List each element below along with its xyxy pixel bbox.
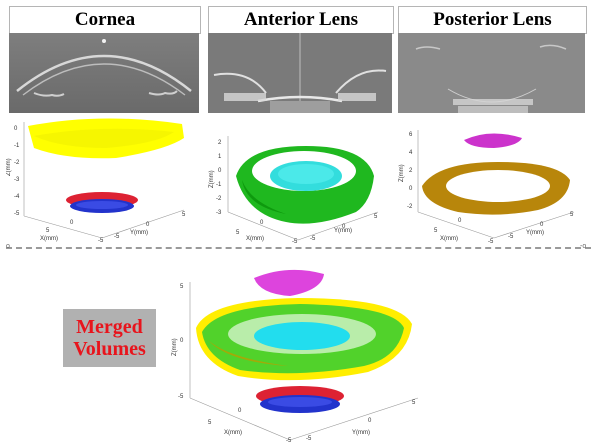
cornea-z-tick-1: -1 [14,143,20,149]
merged-y-tick-5: 5 [412,400,416,406]
anterior-y-tick-minus5: -5 [310,236,316,242]
cornea-x-tick-0: 0 [70,220,74,226]
anterior-y-tick-0: 0 [342,224,346,230]
posterior-z-tick-0: 6 [409,132,413,138]
cornea-z-tick-0: 0 [14,126,18,132]
posterior-z-tick-4: -2 [407,204,413,210]
posterior-z-tick-3: 0 [409,186,413,192]
merged-z-tick-2: -5 [178,394,184,400]
posterior-z-tick-2: 2 [409,168,413,174]
anterior-z-tick-3: -1 [216,182,222,188]
anterior-lens-oct-image [208,33,392,113]
anterior-z-tick-4: -2 [216,196,222,202]
merged-y-tick-0: 0 [368,418,372,424]
separator-right-mark: -o [580,243,587,250]
anterior-x-tick-5: 5 [236,230,240,236]
posterior-x-label: X(mm) [440,236,458,242]
merged-x-tick-0: 0 [238,408,242,414]
cornea-title: Cornea [9,6,201,34]
merged-label-line2: Volumes [73,338,146,360]
merged-x-tick-5: 5 [208,420,212,426]
anterior-z-tick-0: 2 [218,140,222,146]
posterior-z-tick-1: 4 [409,150,413,156]
anterior-z-tick-5: -3 [216,210,222,216]
anterior-x-label: X(mm) [246,236,264,242]
anterior-z-tick-1: 1 [218,154,222,160]
merged-volumes-label-box: Merged Volumes [63,309,156,367]
posterior-lens-title: Posterior Lens [398,6,587,34]
merged-x-label: X(mm) [224,430,242,436]
cornea-y-tick-minus5: -5 [114,234,120,240]
cornea-y-tick-5: 5 [182,212,186,218]
cornea-z-label: Z(mm) [6,158,12,176]
separator-left-mark: o [6,243,10,250]
posterior-z-label: Z(mm) [399,164,405,182]
cornea-y-tick-0: 0 [146,222,150,228]
cornea-z-tick-5: -5 [14,211,20,217]
cornea-y-label: Y(mm) [130,230,148,236]
anterior-lens-3d-plot: 2 1 0 -1 -2 -3 Z(mm) 5 0 -5 X(mm) -5 0 5… [209,136,379,244]
posterior-y-tick-0: 0 [540,222,544,228]
cornea-x-label: X(mm) [40,236,58,242]
posterior-lens-oct-image [398,33,585,113]
posterior-y-label: Y(mm) [526,230,544,236]
anterior-z-label: Z(mm) [209,170,215,188]
section-separator [6,247,591,249]
anterior-x-tick-minus5: -5 [292,239,298,244]
posterior-x-tick-minus5: -5 [488,239,494,244]
cornea-z-tick-2: -2 [14,160,20,166]
cornea-z-tick-4: -4 [14,194,20,200]
anterior-y-label: Y(mm) [334,228,352,234]
posterior-y-tick-5: 5 [570,212,574,218]
merged-z-tick-0: 5 [180,284,184,290]
posterior-x-tick-5: 5 [434,228,438,234]
merged-volumes-3d-plot: 5 0 -5 Z(mm) 5 0 -5 X(mm) -5 0 5 Y(mm) [172,269,419,444]
cornea-x-tick-5: 5 [46,228,50,234]
anterior-lens-title-text: Anterior Lens [243,9,359,30]
posterior-lens-title-text: Posterior Lens [433,9,552,30]
anterior-z-tick-2: 0 [218,168,222,174]
cornea-title-text: Cornea [74,9,136,30]
cornea-3d-plot: 0 -1 -2 -3 -4 -5 Z(mm) 5 0 -5 X(mm) -5 0… [6,118,186,244]
posterior-lens-3d-plot: 6 4 2 0 -2 Z(mm) 5 0 -5 X(mm) -5 0 5 Y(m… [399,130,575,244]
merged-x-tick-minus5: -5 [286,438,292,444]
merged-label-line1: Merged [76,316,143,338]
posterior-x-tick-0: 0 [458,218,462,224]
cornea-oct-image [9,33,199,113]
merged-y-tick-minus5: -5 [306,436,312,442]
merged-y-label: Y(mm) [352,430,370,436]
merged-z-label: Z(mm) [172,338,178,356]
anterior-x-tick-0: 0 [260,220,264,226]
cornea-x-tick-minus5: -5 [98,238,104,244]
merged-z-tick-1: 0 [180,338,184,344]
cornea-z-tick-3: -3 [14,177,20,183]
anterior-lens-title: Anterior Lens [208,6,394,34]
anterior-y-tick-5: 5 [374,214,378,220]
posterior-y-tick-minus5: -5 [508,234,514,240]
